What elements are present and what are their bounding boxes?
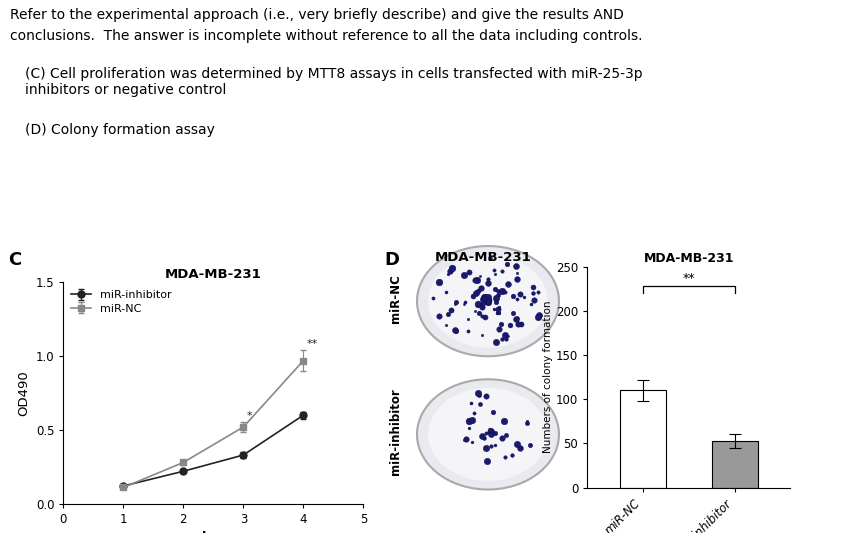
Text: miR-NC: miR-NC	[388, 274, 402, 323]
Y-axis label: OD490: OD490	[17, 370, 30, 416]
Text: **: **	[306, 339, 317, 349]
Text: Refer to the experimental approach (i.e., very briefly describe) and give the re: Refer to the experimental approach (i.e.…	[10, 8, 623, 22]
Text: *: *	[246, 411, 252, 421]
Title: MDA-MB-231: MDA-MB-231	[642, 252, 733, 265]
Title: MDA-MB-231: MDA-MB-231	[165, 268, 262, 281]
Text: C: C	[8, 251, 22, 269]
Text: (D) Colony formation assay: (D) Colony formation assay	[25, 123, 215, 136]
Text: MDA-MB-231: MDA-MB-231	[435, 251, 531, 263]
Polygon shape	[417, 379, 559, 489]
Bar	[711, 441, 757, 488]
Polygon shape	[417, 246, 559, 356]
Text: (C) Cell proliferation was determined by MTT8 assays in cells transfected with m: (C) Cell proliferation was determined by…	[25, 67, 642, 97]
Y-axis label: Numbers of colony formation: Numbers of colony formation	[543, 301, 553, 454]
Text: D: D	[384, 251, 399, 269]
Polygon shape	[429, 255, 547, 347]
Text: conclusions.  The answer is incomplete without reference to all the data includi: conclusions. The answer is incomplete wi…	[10, 29, 642, 43]
Bar	[619, 390, 665, 488]
X-axis label: days: days	[196, 531, 230, 533]
Text: **: **	[682, 272, 694, 285]
Text: miR-inhibitor: miR-inhibitor	[388, 389, 402, 475]
Polygon shape	[429, 389, 547, 480]
Legend: miR-inhibitor, miR-NC: miR-inhibitor, miR-NC	[69, 288, 174, 316]
